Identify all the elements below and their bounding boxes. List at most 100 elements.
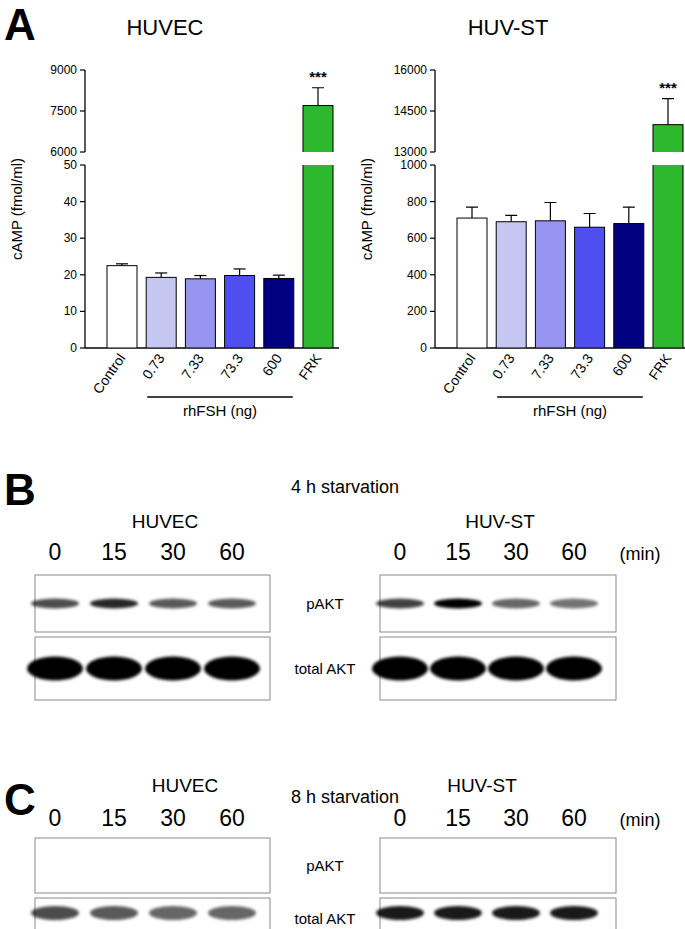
blot-title: HUVEC [152,775,219,796]
y-tick-label: 800 [407,195,427,209]
row-label: pAKT [306,857,344,874]
bar [614,224,644,348]
marks [457,99,683,348]
chart-title: HUV-ST [468,15,549,40]
band [430,657,486,681]
panel-title: 4 h starvation [291,477,399,497]
error-cap [116,263,128,264]
x-tick-label: 73.3 [567,350,596,382]
y-tick [80,69,85,70]
y-tick [80,110,85,111]
y-tick [80,274,85,275]
y-tick-label: 16000 [394,63,428,77]
y-tick-label: 1000 [400,158,427,172]
lane-label: 0 [394,539,407,565]
y-tick-label: 9000 [50,63,77,77]
lane-label: 15 [101,539,127,565]
y-tick-label: 10 [64,304,78,318]
lane-label: 15 [445,539,471,565]
panel-title: 8 h starvation [291,787,399,807]
lane-label: 15 [101,805,127,831]
x-tick-label: 600 [609,350,636,378]
error-stem [317,88,318,106]
x-tick-label: FRK [645,350,675,383]
marks [107,88,333,348]
error-cap [662,98,674,99]
band [204,657,260,681]
band [492,599,540,609]
lane-label: 60 [561,805,587,831]
band [208,599,256,609]
bar [575,227,605,348]
band [434,599,482,609]
blot-panel: 8 h starvation(min)pAKTtotal AKTHUVEC015… [31,775,661,929]
y-tick-label: 6000 [50,145,77,159]
y-tick-label: 0 [70,341,77,355]
y-tick-label: 13000 [394,145,428,159]
lane-label: 30 [503,539,529,565]
y-tick-label: 40 [64,195,78,209]
band [550,599,598,609]
band [378,861,422,871]
y-tick [80,347,85,348]
band [494,861,538,871]
lane-label: 60 [561,539,587,565]
error-bar [116,264,128,266]
y-tick [430,347,435,348]
y-tick-label: 600 [407,231,427,245]
band [145,657,201,681]
y-axis-label: cAMP (fmol/ml) [8,158,25,260]
y-tick-label: 20 [64,268,78,282]
band [31,599,79,609]
lane-label: 0 [49,805,62,831]
error-bar [234,269,246,276]
y-tick [430,110,435,111]
band [552,861,596,871]
group-label: rhFSH (ng) [183,402,257,419]
error-stem [239,269,240,276]
lane-label: 15 [445,805,471,831]
error-bar [505,215,517,221]
band [92,861,136,871]
band [436,861,480,871]
y-tick [430,69,435,70]
error-stem [550,203,551,221]
x-tick-label: Control [89,351,128,397]
x-tick-label: 7.33 [178,350,207,382]
error-stem [471,207,472,218]
error-cap [155,272,167,273]
bar-chart: HUV-STcAMP (fmol/ml)02004006008001000130… [358,15,685,419]
panel-label: A [4,0,36,49]
y-tick [430,164,435,165]
panel-label: B [4,465,36,514]
band [86,657,142,681]
band [33,861,77,871]
error-stem [511,215,512,221]
blot-panel: 4 h starvation(min)pAKTtotal AKTHUVEC015… [27,477,661,700]
error-cap [312,87,324,88]
error-cap [466,206,478,207]
error-cap [194,275,206,276]
x-tick-label: Control [439,351,478,397]
figure: ABCHUVECcAMP (fmol/ml)010203040506000750… [0,0,685,929]
band [208,906,256,920]
y-tick-label: 14500 [394,104,428,118]
band [210,861,254,871]
bar [496,222,526,348]
y-tick [430,151,435,152]
blot-frame [35,838,270,893]
lane-label: 0 [394,805,407,831]
blot-title: HUV-ST [465,511,535,532]
blot-frame [380,838,616,893]
y-axis-line [434,165,435,348]
error-stem [161,273,162,277]
error-cap [623,206,635,207]
error-stem [667,99,668,125]
band [492,906,540,920]
y-axis-line [84,165,85,348]
x-tick-label: 600 [259,350,286,378]
y-axis-label: cAMP (fmol/ml) [358,158,375,260]
error-bar [584,213,596,227]
band [90,906,138,920]
error-bar [662,99,674,125]
